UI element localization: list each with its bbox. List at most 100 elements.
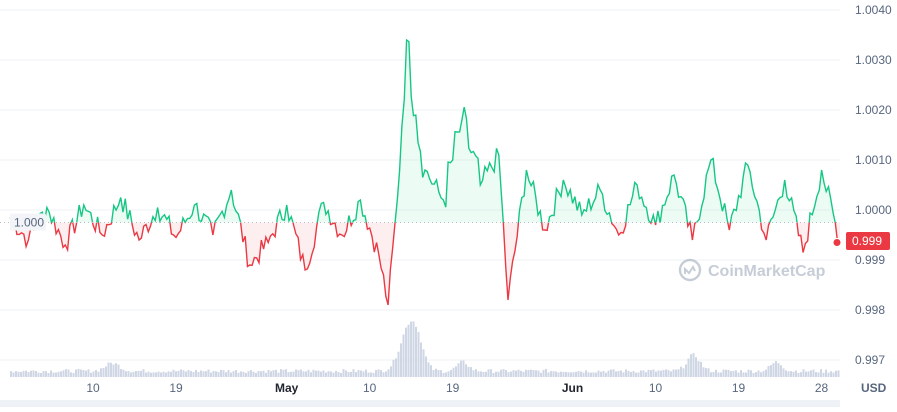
- volume-bar: [350, 372, 352, 377]
- volume-bar: [345, 370, 347, 377]
- volume-bar: [137, 370, 140, 377]
- y-tick-label: 0.998: [855, 303, 885, 317]
- volume-bar: [525, 369, 527, 377]
- volume-bar: [180, 369, 182, 377]
- volume-bar: [482, 372, 485, 377]
- volume-bar: [737, 372, 740, 377]
- volume-bar: [170, 371, 172, 377]
- volume-bar: [647, 369, 650, 377]
- volume-bar: [417, 332, 420, 377]
- volume-bar: [772, 363, 775, 377]
- volume-bar: [150, 372, 152, 377]
- x-tick-label: May: [275, 381, 299, 395]
- volume-bar: [450, 370, 452, 377]
- volume-bar: [575, 371, 577, 377]
- volume-bar: [430, 365, 432, 377]
- volume-bar: [202, 371, 205, 377]
- volume-bar: [142, 369, 145, 377]
- volume-bar: [360, 370, 362, 377]
- scrollbar-track[interactable]: [0, 400, 840, 407]
- volume-bar: [32, 370, 35, 377]
- price-line-above: [9, 38, 836, 223]
- volume-bar: [407, 324, 410, 377]
- volume-bar: [677, 369, 680, 377]
- volume-bar: [477, 371, 480, 377]
- volume-bar: [177, 370, 180, 377]
- volume-bar: [795, 370, 797, 377]
- baseline-tag: 1.000: [10, 213, 46, 231]
- volume-bar: [585, 370, 587, 377]
- volume-bar: [390, 366, 392, 377]
- volume-bar: [697, 361, 700, 377]
- volume-bar: [687, 358, 690, 377]
- volume-bar: [232, 371, 235, 377]
- volume-bar: [615, 371, 617, 377]
- x-tick-label: 10: [86, 381, 100, 395]
- volume-bar: [112, 364, 115, 377]
- volume-bar: [472, 370, 475, 377]
- volume-bar: [527, 370, 530, 377]
- volume-bar: [642, 370, 645, 377]
- volume-bar: [785, 370, 787, 377]
- volume-bar: [782, 368, 785, 377]
- volume-bar: [680, 366, 682, 377]
- volume-bar: [750, 370, 752, 377]
- volume-bar: [282, 369, 285, 377]
- current-price-tag: 0.999: [832, 232, 890, 250]
- volume-bar: [597, 370, 600, 377]
- volume-bar: [82, 370, 85, 377]
- volume-bar: [145, 372, 147, 377]
- volume-bar: [675, 369, 677, 377]
- volume-bar: [52, 372, 55, 377]
- volume-bar: [275, 369, 277, 377]
- volume-bar: [812, 369, 815, 377]
- volume-bar: [60, 371, 62, 377]
- volume-bar: [465, 364, 467, 377]
- volume-bar: [72, 373, 75, 377]
- volume-bar: [392, 359, 395, 377]
- volume-bar: [817, 372, 820, 377]
- x-axis: 10 19 May 10 19 Jun 10 19 28: [86, 381, 828, 395]
- volume-bar: [377, 369, 380, 377]
- volume-bar: [327, 371, 330, 377]
- volume-bar: [830, 371, 832, 377]
- volume-bar: [700, 361, 702, 377]
- volume-bar: [135, 371, 137, 377]
- volume-bar: [740, 370, 742, 377]
- volume-bar: [762, 371, 765, 377]
- volume-bar: [570, 372, 572, 377]
- volume-bar: [600, 371, 602, 377]
- volume-bar: [45, 371, 47, 377]
- volume-bar: [415, 326, 417, 377]
- volume-bar: [15, 371, 17, 377]
- volume-bar: [705, 368, 707, 377]
- volume-bar: [520, 370, 522, 377]
- volume-bar: [522, 371, 525, 377]
- volume-bar: [67, 369, 70, 377]
- volume-bar: [720, 372, 722, 377]
- volume-bar: [810, 370, 812, 377]
- volume-bar: [632, 371, 635, 377]
- volume-bar: [127, 371, 130, 377]
- volume-bar: [175, 371, 177, 377]
- volume-bar: [105, 366, 107, 377]
- volume-bar: [257, 371, 260, 377]
- volume-bar: [227, 370, 230, 377]
- volume-bar: [395, 358, 397, 377]
- volume-bar: [420, 342, 422, 377]
- volume-bar: [752, 373, 755, 377]
- volume-bar: [77, 369, 80, 377]
- volume-bar: [730, 371, 732, 377]
- volume-bar: [630, 372, 632, 377]
- volume-bar: [205, 371, 207, 377]
- volume-bar: [352, 369, 355, 377]
- volume-bar: [492, 373, 495, 377]
- volume-bar: [535, 370, 537, 377]
- volume-bar: [442, 372, 445, 377]
- volume-bar: [672, 369, 675, 377]
- price-series-lines: [9, 38, 841, 306]
- volume-bar: [12, 372, 15, 377]
- volume-bar: [387, 369, 390, 377]
